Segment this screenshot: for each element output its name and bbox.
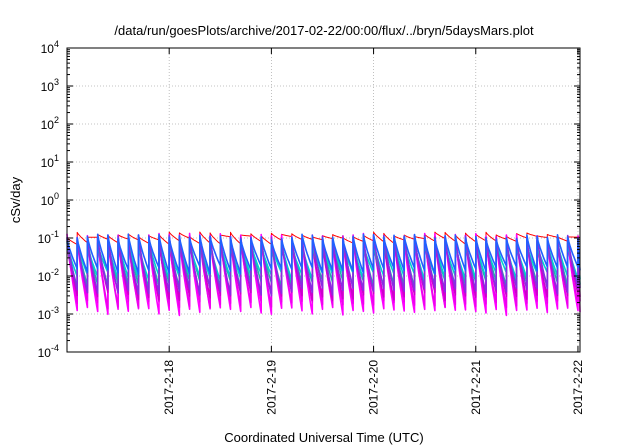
- series-line: [66, 239, 581, 282]
- y-tick-label: 10-3: [38, 305, 59, 322]
- x-tick-label: 2017-2-22: [571, 360, 585, 415]
- y-tick-label: 104: [41, 39, 59, 56]
- y-axis-label: cSv/day: [8, 176, 23, 223]
- y-tick-label: 100: [41, 191, 59, 208]
- y-axis: 10-4 10-3 10-2 10-1 100 101 102 103 104: [38, 39, 580, 360]
- y-tick-label: 10-1: [38, 229, 59, 246]
- x-tick-label: 2017-2-20: [367, 360, 381, 415]
- y-tick-label: 10-2: [38, 267, 59, 284]
- y-tick-label: 10-4: [38, 343, 59, 360]
- series-layer: [66, 231, 581, 317]
- x-axis: 2017-2-18 2017-2-19 2017-2-20 2017-2-21 2017…: [162, 48, 585, 415]
- series-line: [66, 231, 581, 245]
- grid: [67, 47, 580, 353]
- x-tick-label: 2017-2-18: [162, 360, 176, 415]
- x-tick-label: 2017-2-21: [469, 360, 483, 415]
- y-tick-label: 103: [41, 77, 59, 94]
- x-tick-label: 2017-2-19: [264, 360, 278, 415]
- chart-title: /data/run/goesPlots/archive/2017-02-22/0…: [114, 23, 534, 38]
- series-line: [66, 233, 581, 275]
- x-axis-label: Coordinated Universal Time (UTC): [224, 430, 423, 445]
- series-line: [66, 234, 581, 297]
- y-tick-label: 102: [41, 115, 59, 132]
- y-tick-label: 101: [41, 153, 59, 170]
- plot-frame: [66, 47, 581, 353]
